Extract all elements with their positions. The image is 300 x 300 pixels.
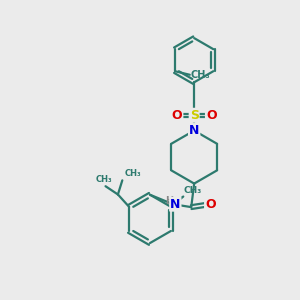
Text: O: O bbox=[205, 198, 216, 211]
Text: H: H bbox=[165, 196, 173, 206]
Text: N: N bbox=[189, 124, 200, 137]
Text: S: S bbox=[190, 109, 199, 122]
Text: N: N bbox=[170, 198, 181, 211]
Text: O: O bbox=[206, 109, 217, 122]
Text: O: O bbox=[172, 109, 182, 122]
Text: CH₃: CH₃ bbox=[184, 186, 202, 195]
Text: CH₃: CH₃ bbox=[96, 175, 112, 184]
Text: CH₃: CH₃ bbox=[190, 70, 210, 80]
Text: CH₃: CH₃ bbox=[125, 169, 141, 178]
